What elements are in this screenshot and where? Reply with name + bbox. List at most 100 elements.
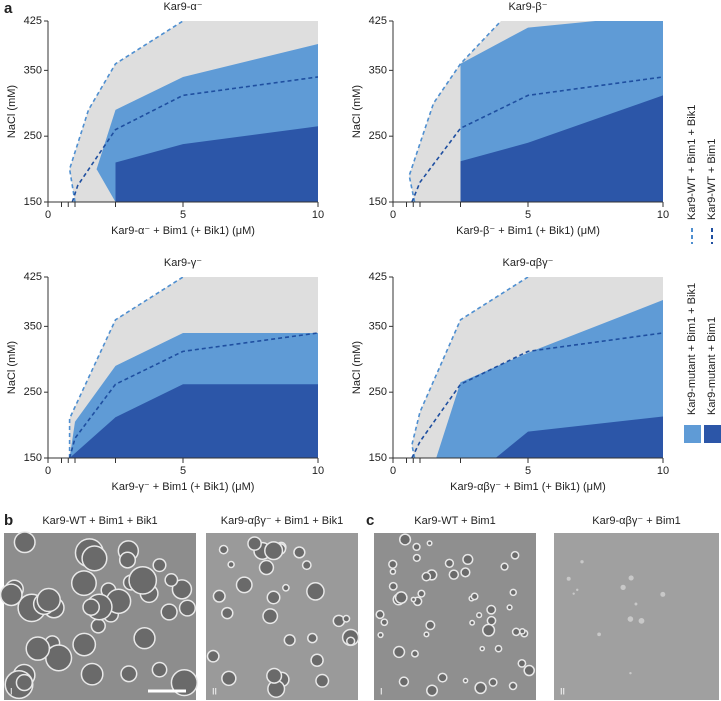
particle: [151, 661, 168, 678]
particle: [120, 665, 138, 683]
particle: [627, 616, 634, 622]
particle: [509, 588, 517, 597]
particle: [266, 590, 281, 605]
y-tick-label: 350: [369, 320, 387, 332]
particle: [486, 615, 497, 626]
x-tick-label: 5: [180, 209, 186, 221]
image-mark: II: [560, 686, 565, 696]
particle: [426, 540, 433, 547]
y-axis-label: NaCl (mM): [351, 341, 363, 394]
particle: [462, 677, 469, 684]
particle: [580, 560, 584, 564]
particle: [266, 667, 283, 684]
particle: [133, 627, 156, 650]
y-tick-label: 350: [24, 64, 42, 76]
particle: [128, 565, 158, 595]
plot: [68, 277, 318, 458]
particle: [307, 632, 318, 644]
boundary-line: [408, 21, 502, 202]
micrograph: [554, 533, 719, 700]
x-axis-label: Kar9-α⁻ + Bim1 (+ Bik1) (μM): [111, 225, 255, 237]
particle: [437, 672, 448, 683]
particle: [70, 570, 97, 597]
boundary-line: [68, 332, 318, 458]
particle: [315, 673, 330, 688]
particle: [388, 581, 398, 591]
particle: [332, 614, 346, 628]
particle: [25, 636, 51, 661]
particle: [486, 604, 497, 615]
chart-title: Kar9-γ⁻: [164, 257, 202, 269]
particle: [469, 619, 476, 626]
x-tick-label: 5: [525, 209, 531, 221]
particle: [597, 632, 601, 637]
image-title: Kar9-WT + Bim1 + Bik1: [42, 515, 157, 527]
y-axis-label: NaCl (mM): [6, 85, 18, 138]
phase-area: [69, 384, 318, 458]
particle: [519, 627, 526, 635]
particle: [479, 645, 486, 652]
particle: [281, 583, 290, 592]
particle: [283, 634, 296, 647]
particle: [160, 603, 178, 621]
particle: [221, 606, 234, 620]
image-mark: I: [380, 686, 383, 696]
boundary-line: [68, 277, 184, 458]
legend-swatch: [684, 425, 701, 443]
particle: [620, 584, 626, 591]
boundary-line: [71, 76, 318, 202]
y-tick-label: 425: [24, 15, 42, 27]
image-mark: II: [212, 686, 217, 696]
y-tick-label: 425: [369, 15, 387, 27]
legend-label: Kar9-mutant + Bim1 + Bik1: [686, 283, 698, 415]
y-tick-label: 350: [369, 64, 387, 76]
y-tick-label: 150: [369, 196, 387, 208]
particle: [171, 579, 193, 600]
boundary-line: [411, 277, 529, 458]
particle: [164, 573, 179, 587]
particle: [310, 653, 324, 668]
particle: [517, 659, 527, 668]
x-axis-label: Kar9-αβγ⁻ + Bim1 (+ Bik1) (μM): [450, 481, 606, 493]
particle: [462, 553, 474, 566]
x-tick-label: 0: [390, 465, 396, 477]
panel-label: a: [4, 0, 13, 17]
particle: [506, 604, 513, 611]
y-tick-label: 250: [369, 130, 387, 142]
x-tick-label: 10: [312, 465, 324, 477]
particle: [566, 576, 571, 581]
y-tick-label: 250: [24, 386, 42, 398]
particle: [398, 676, 410, 687]
particle: [460, 567, 471, 578]
particle: [410, 596, 417, 603]
particle: [380, 618, 389, 627]
particle: [388, 559, 398, 569]
x-tick-label: 10: [657, 209, 669, 221]
particle: [423, 631, 430, 638]
particle: [13, 531, 36, 554]
y-tick-label: 425: [369, 271, 387, 283]
particle: [394, 591, 408, 604]
particle: [425, 620, 436, 631]
particle: [306, 582, 325, 601]
particle: [638, 617, 645, 624]
x-tick-label: 5: [180, 465, 186, 477]
particle: [0, 583, 23, 607]
particle: [629, 671, 632, 675]
y-tick-label: 150: [369, 452, 387, 464]
x-axis-label: Kar9-γ⁻ + Bim1 (+ Bik1) (μM): [112, 481, 255, 493]
particle: [500, 562, 509, 571]
micrograph: [374, 533, 536, 700]
particle: [377, 631, 384, 639]
particle: [15, 673, 33, 692]
y-tick-label: 425: [24, 271, 42, 283]
x-axis-label: Kar9-β⁻ + Bim1 (+ Bik1) (μM): [456, 225, 600, 237]
particle: [247, 536, 262, 551]
chart-title: Kar9-β⁻: [508, 1, 547, 13]
particle: [235, 576, 253, 594]
particle: [628, 575, 634, 581]
particle: [470, 592, 479, 601]
particle: [488, 677, 498, 687]
particle: [262, 608, 279, 625]
